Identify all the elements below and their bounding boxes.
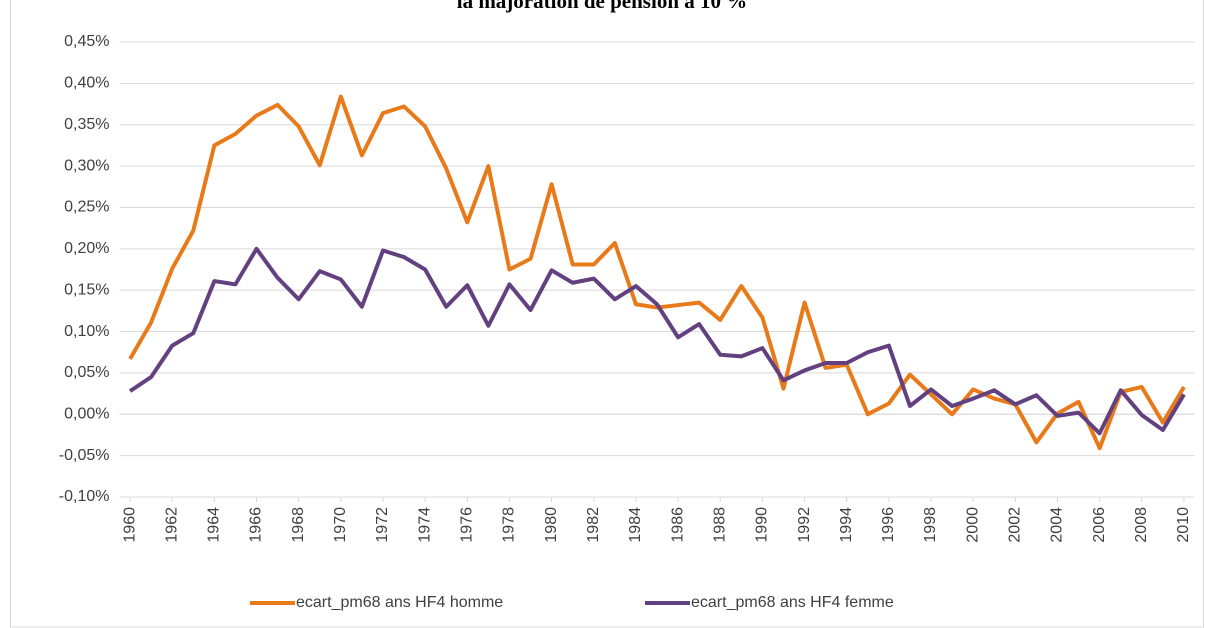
x-tick-label: 1988 — [711, 507, 728, 543]
x-tick-label: 1978 — [501, 507, 518, 543]
legend-label: ecart_pm68 ans HF4 femme — [691, 594, 894, 611]
y-tick-label: -0,10% — [59, 488, 110, 505]
data-line — [128, 246, 1186, 436]
y-tick-label: 0,10% — [64, 323, 109, 340]
x-tick-label: 1994 — [838, 507, 855, 543]
x-tick-label: 1998 — [922, 507, 939, 543]
x-tick-label: 2006 — [1091, 507, 1108, 543]
y-tick-label: 0,40% — [64, 75, 109, 92]
y-tick-label: 0,35% — [64, 116, 109, 133]
x-tick-label: 1970 — [332, 507, 349, 543]
y-tick-label: 0,00% — [64, 405, 109, 422]
x-tick-label: 1968 — [290, 507, 307, 543]
y-tick-label: 0,25% — [64, 199, 109, 216]
x-tick-label: 1976 — [459, 507, 476, 543]
x-tick-label: 2008 — [1133, 507, 1150, 543]
y-tick-label: 0,30% — [64, 157, 109, 174]
chart-frame — [10, 0, 1204, 628]
x-tick-label: 1982 — [585, 507, 602, 543]
x-tick-label: 1960 — [121, 507, 138, 543]
chart-title: la majoration de pension à 10 % — [457, 0, 748, 13]
x-tick-label: 2002 — [1007, 507, 1024, 543]
x-tick-label: 2010 — [1175, 507, 1192, 543]
x-tick-label: 1992 — [796, 507, 813, 543]
y-tick-label: 0,15% — [64, 281, 109, 298]
x-tick-label: 1984 — [627, 507, 644, 543]
y-tick-label: 0,20% — [64, 240, 109, 257]
x-tick-label: 2000 — [964, 507, 981, 543]
x-tick-label: 1966 — [248, 507, 265, 543]
x-tick-label: 1990 — [754, 507, 771, 543]
y-tick-label: 0,45% — [64, 33, 109, 50]
x-tick-label: 1974 — [416, 507, 433, 543]
y-tick-label: -0,05% — [59, 447, 110, 464]
legend-label: ecart_pm68 ans HF4 homme — [296, 594, 503, 611]
x-tick-label: 1996 — [880, 507, 897, 543]
x-tick-label: 1986 — [669, 507, 686, 543]
y-tick-label: 0,05% — [64, 364, 109, 381]
x-tick-label: 2004 — [1049, 507, 1066, 543]
x-tick-label: 1972 — [374, 507, 391, 543]
x-tick-label: 1964 — [206, 507, 223, 543]
x-tick-label: 1980 — [543, 507, 560, 543]
x-tick-label: 1962 — [163, 507, 180, 543]
